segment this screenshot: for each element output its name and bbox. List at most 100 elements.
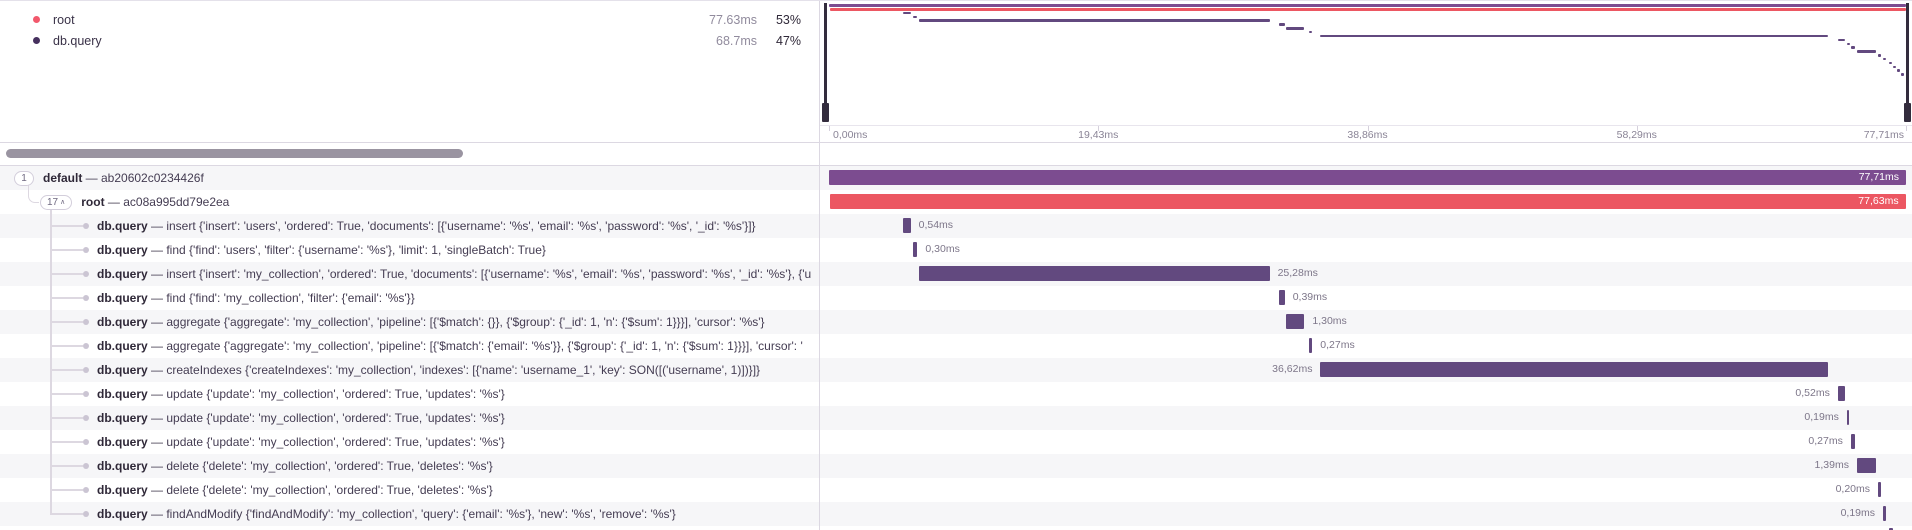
span-duration-cell[interactable]: 1,39ms — [820, 454, 1912, 478]
span-duration-cell[interactable] — [820, 526, 1912, 530]
span-tree-cell[interactable]: db.query — find {'find': 'users', 'filte… — [0, 238, 820, 262]
legend-item-root[interactable]: root 77.63ms 53% — [18, 9, 801, 30]
span-bar[interactable] — [1279, 290, 1285, 305]
span-title: db.query — delete {'delete': 'my_collect… — [97, 459, 493, 473]
trace-row[interactable]: db.query — aggregate {'aggregate': 'my_c… — [0, 334, 1912, 358]
span-bar[interactable] — [1846, 410, 1850, 425]
scrollbar-strip — [0, 143, 1912, 166]
span-duration-cell[interactable]: 25,28ms — [820, 262, 1912, 286]
span-duration-cell[interactable]: 77,71ms — [820, 166, 1912, 190]
time-axis: 0,00ms 19,43ms 38,86ms 58,29ms 77,71ms — [820, 125, 1912, 142]
span-tree-cell[interactable]: 1 default — ab20602c0234426f — [0, 166, 820, 190]
minimap-span-line — [1308, 30, 1313, 34]
legend-duration: 77.63ms — [709, 12, 757, 27]
tree-branch-line — [50, 249, 83, 251]
span-duration-cell[interactable]: 0,19ms — [820, 406, 1912, 430]
ops-legend: root 77.63ms 53% db.query 68.7ms 47% — [0, 1, 820, 142]
span-tree-cell[interactable]: db.query — update {'update': 'my_collect… — [0, 382, 820, 406]
span-bar[interactable]: 77,71ms — [829, 170, 1906, 185]
span-tree-cell[interactable]: db.query — findAndModify {'findAndModify… — [0, 502, 820, 526]
axis-tick-icon — [1636, 126, 1638, 131]
span-bar[interactable]: 77,63ms — [829, 194, 1906, 209]
trace-row[interactable]: db.query — find {'find': 'my_collection'… — [0, 286, 1912, 310]
span-duration-cell[interactable]: 0,52ms — [820, 382, 1912, 406]
trace-row[interactable]: db.query — findAndModify {'findAndModify… — [0, 502, 1912, 526]
span-tree-cell[interactable]: db.query — insert {'insert': 'users', 'o… — [0, 214, 820, 238]
axis-tick-label: 58,29ms — [1616, 129, 1657, 141]
span-bar[interactable] — [1856, 458, 1877, 473]
span-duration-cell[interactable]: 0,19ms — [820, 502, 1912, 526]
tree-scrollbar-track[interactable] — [0, 143, 820, 165]
span-duration-cell[interactable]: 0,39ms — [820, 286, 1912, 310]
trace-row[interactable]: db.query — aggregate {'aggregate': 'my_c… — [0, 310, 1912, 334]
span-tree-cell[interactable]: db.query — aggregate {'aggregate': 'my_c… — [0, 310, 820, 334]
minimap-right-handle[interactable] — [1904, 3, 1911, 122]
trace-row[interactable]: db.query — update {'update': 'my_collect… — [0, 430, 1912, 454]
tree-branch-line — [50, 225, 83, 227]
trace-row[interactable]: db.query — createIndexes {'createIndexes… — [0, 358, 1912, 382]
tree-guide-line — [50, 210, 52, 514]
span-duration-cell[interactable]: 0,27ms — [820, 430, 1912, 454]
span-bar[interactable] — [1320, 362, 1828, 377]
span-tree-cell[interactable]: db.query — aggregate {'aggregate': 'my_c… — [0, 334, 820, 358]
legend-label: db.query — [53, 33, 102, 48]
span-tree-cell[interactable]: db.query — delete {'delete': 'my_collect… — [0, 454, 820, 478]
trace-row[interactable]: db.query — update {'update': 'my_collect… — [0, 406, 1912, 430]
minimap-span-line — [1888, 61, 1892, 65]
transaction-id: — ac08a995dd79e2ea — [104, 195, 230, 209]
minimap-left-grip-icon[interactable] — [822, 103, 829, 122]
trace-row[interactable]: 17 ∧ root — ac08a995dd79e2ea 77,63ms — [0, 190, 1912, 214]
trace-row[interactable]: db.query — delete {'delete': 'my_collect… — [0, 478, 1912, 502]
span-duration-cell[interactable]: 77,63ms — [820, 190, 1912, 214]
child-count: 17 — [47, 196, 59, 208]
span-duration-cell[interactable]: 0,30ms — [820, 238, 1912, 262]
scrollbar-strip-spacer — [820, 143, 1912, 165]
span-duration-cell[interactable]: 0,20ms — [820, 478, 1912, 502]
span-bar[interactable] — [1882, 506, 1886, 521]
expand-children-pill[interactable]: 1 — [14, 170, 34, 186]
trace-row[interactable]: db.query — insert {'insert': 'my_collect… — [0, 262, 1912, 286]
span-tree-cell[interactable]: db.query — find {'find': 'my_collection'… — [0, 286, 820, 310]
span-tree-cell[interactable]: db.query — createIndexes {'createIndexes… — [0, 358, 820, 382]
span-bar[interactable] — [913, 242, 918, 257]
connector-dot-icon — [83, 510, 89, 517]
span-bar[interactable] — [919, 266, 1270, 281]
span-duration-cell[interactable]: 0,27ms — [820, 334, 1912, 358]
minimap-left-handle[interactable] — [822, 3, 829, 122]
minimap-span-line — [1279, 23, 1285, 26]
trace-row[interactable]: db.query — delete {'delete': 'my_collect… — [0, 454, 1912, 478]
span-bar[interactable] — [1286, 314, 1305, 329]
span-duration-label: 0,54ms — [918, 219, 954, 231]
minimap-span-line — [829, 4, 1906, 7]
trace-row[interactable]: db.query — insert {'insert': 'users', 'o… — [0, 214, 1912, 238]
span-bar[interactable] — [903, 218, 911, 233]
legend-item-dbquery[interactable]: db.query 68.7ms 47% — [18, 30, 801, 51]
trace-row[interactable]: db.query — update {'update': 'my_collect… — [0, 382, 1912, 406]
span-tree-cell[interactable]: 17 ∧ root — ac08a995dd79e2ea — [0, 190, 820, 214]
minimap-right-grip-icon[interactable] — [1904, 103, 1911, 122]
span-duration-cell[interactable]: 1,30ms — [820, 310, 1912, 334]
span-tree-cell[interactable]: db.query — update {'update': 'my_collect… — [0, 406, 820, 430]
tree-branch-line — [50, 369, 83, 371]
span-tree-cell[interactable]: db.query — update {'update': 'my_collect… — [0, 430, 820, 454]
span-bar[interactable] — [1837, 386, 1846, 401]
span-bar[interactable] — [1850, 434, 1855, 449]
tree-scrollbar-thumb[interactable] — [6, 149, 463, 158]
trace-row[interactable] — [0, 526, 1912, 530]
minimap-canvas[interactable] — [820, 1, 1912, 125]
tree-branch-line — [50, 321, 83, 323]
trace-row[interactable]: db.query — find {'find': 'users', 'filte… — [0, 238, 1912, 262]
trace-minimap[interactable]: 0,00ms 19,43ms 38,86ms 58,29ms 77,71ms — [820, 1, 1912, 142]
span-tree-cell[interactable] — [0, 526, 820, 530]
span-tree-cell[interactable]: db.query — delete {'delete': 'my_collect… — [0, 478, 820, 502]
span-bar[interactable] — [1308, 338, 1313, 353]
span-duration-cell[interactable]: 0,54ms — [820, 214, 1912, 238]
minimap-span-line — [1893, 65, 1897, 69]
span-duration-label: 1,39ms — [1814, 459, 1849, 471]
collapse-children-pill[interactable]: 17 ∧ — [40, 194, 73, 210]
span-duration-cell[interactable]: 36,62ms — [820, 358, 1912, 382]
span-bar[interactable] — [1878, 482, 1881, 497]
span-tree-cell[interactable]: db.query — insert {'insert': 'my_collect… — [0, 262, 820, 286]
trace-row[interactable]: 1 default — ab20602c0234426f 77,71ms — [0, 166, 1912, 190]
span-bar[interactable] — [1888, 528, 1893, 530]
